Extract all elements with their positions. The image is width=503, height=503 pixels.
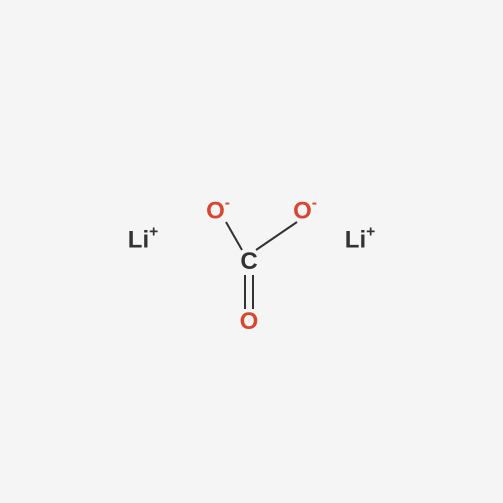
charge: - — [225, 195, 230, 212]
charge: + — [149, 224, 158, 241]
symbol: O — [240, 308, 259, 335]
symbol: O — [206, 198, 225, 225]
atom-c-center: C — [240, 248, 257, 276]
bond-single-right — [256, 222, 297, 250]
symbol: C — [240, 248, 257, 275]
atom-o-top-left: O- — [206, 197, 230, 226]
atom-li-right: Li+ — [345, 226, 375, 255]
atom-o-top-right: O- — [293, 197, 317, 226]
charge: + — [366, 224, 375, 241]
atom-o-bottom: O — [240, 308, 259, 336]
symbol: Li — [128, 227, 149, 254]
symbol: Li — [345, 227, 366, 254]
charge: - — [312, 195, 317, 212]
symbol: O — [293, 198, 312, 225]
atom-li-left: Li+ — [128, 226, 158, 255]
bond-single-left — [226, 222, 242, 250]
